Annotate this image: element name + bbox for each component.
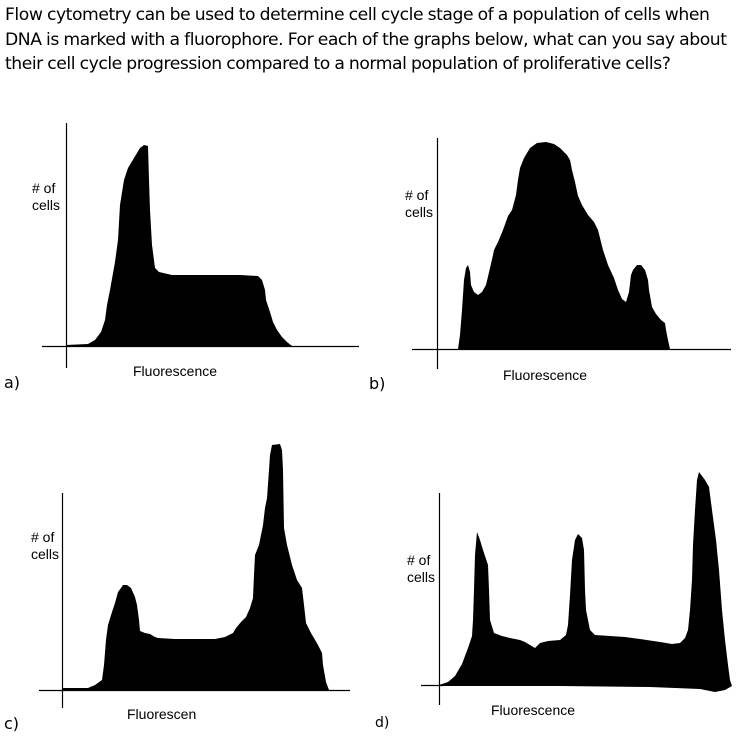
graph-d: # of cells Fluorescence d) xyxy=(375,472,732,731)
y-axis-label-b: # of xyxy=(405,187,428,203)
y-axis-label-a-2: cells xyxy=(32,197,60,213)
x-axis-label-d: Fluorescence xyxy=(491,702,575,718)
panel-label-c: c) xyxy=(4,714,19,733)
y-axis-label-a: # of xyxy=(32,180,55,196)
y-axis-label-d: # of xyxy=(407,552,430,568)
histogram-b xyxy=(458,142,670,349)
x-axis-label-a: Fluorescence xyxy=(133,363,217,379)
panel-label-b: b) xyxy=(369,374,385,393)
panel-label-d: d) xyxy=(375,715,389,731)
question-text: Flow cytometry can be used to determine … xyxy=(5,5,727,74)
y-axis-label-c: # of xyxy=(31,529,54,545)
x-axis-label-b: Fluorescence xyxy=(503,367,587,383)
graph-c: # of cells Fluorescen c) xyxy=(4,444,350,733)
graph-a: # of cells Fluorescence a) xyxy=(4,123,359,392)
y-axis-label-d-2: cells xyxy=(407,569,435,585)
histogram-d xyxy=(439,472,732,692)
panel-label-a: a) xyxy=(4,373,20,392)
histogram-c xyxy=(62,444,329,690)
y-axis-label-b-2: cells xyxy=(405,204,433,220)
histogram-a xyxy=(66,145,292,346)
x-axis-label-c: Fluorescen xyxy=(127,706,196,722)
y-axis-label-c-2: cells xyxy=(31,546,59,562)
graph-b: # of cells Fluorescence b) xyxy=(369,138,731,393)
